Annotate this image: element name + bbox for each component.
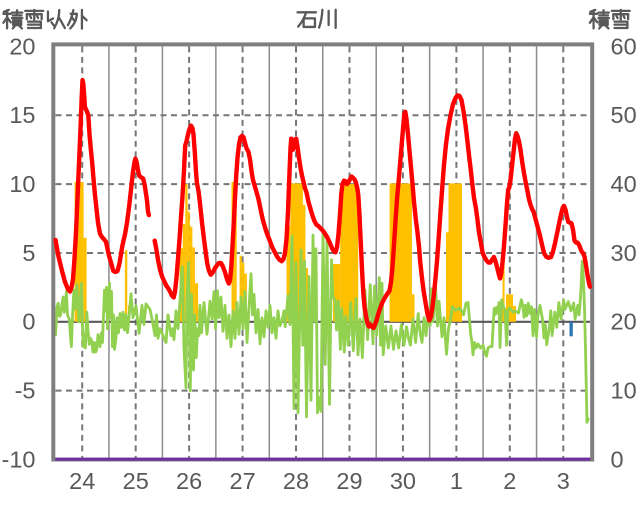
svg-text:29: 29 — [336, 468, 362, 494]
svg-text:50: 50 — [611, 102, 636, 128]
svg-text:5: 5 — [22, 240, 35, 266]
svg-text:-10: -10 — [2, 446, 36, 472]
svg-text:10: 10 — [9, 171, 35, 197]
svg-text:30: 30 — [390, 468, 416, 494]
svg-text:15: 15 — [9, 102, 35, 128]
svg-text:25: 25 — [123, 468, 149, 494]
svg-text:26: 26 — [176, 468, 202, 494]
svg-text:20: 20 — [611, 309, 636, 335]
svg-text:27: 27 — [230, 468, 256, 494]
svg-text:28: 28 — [283, 468, 309, 494]
svg-text:30: 30 — [611, 240, 636, 266]
svg-text:1: 1 — [450, 468, 463, 494]
svg-text:0: 0 — [611, 446, 624, 472]
svg-text:24: 24 — [69, 468, 95, 494]
svg-text:40: 40 — [611, 171, 636, 197]
svg-text:10: 10 — [611, 378, 636, 404]
svg-text:-5: -5 — [15, 378, 36, 404]
svg-text:2: 2 — [503, 468, 516, 494]
svg-text:3: 3 — [557, 468, 570, 494]
svg-text:0: 0 — [22, 309, 35, 335]
svg-text:60: 60 — [611, 33, 636, 59]
svg-text:20: 20 — [9, 33, 35, 59]
